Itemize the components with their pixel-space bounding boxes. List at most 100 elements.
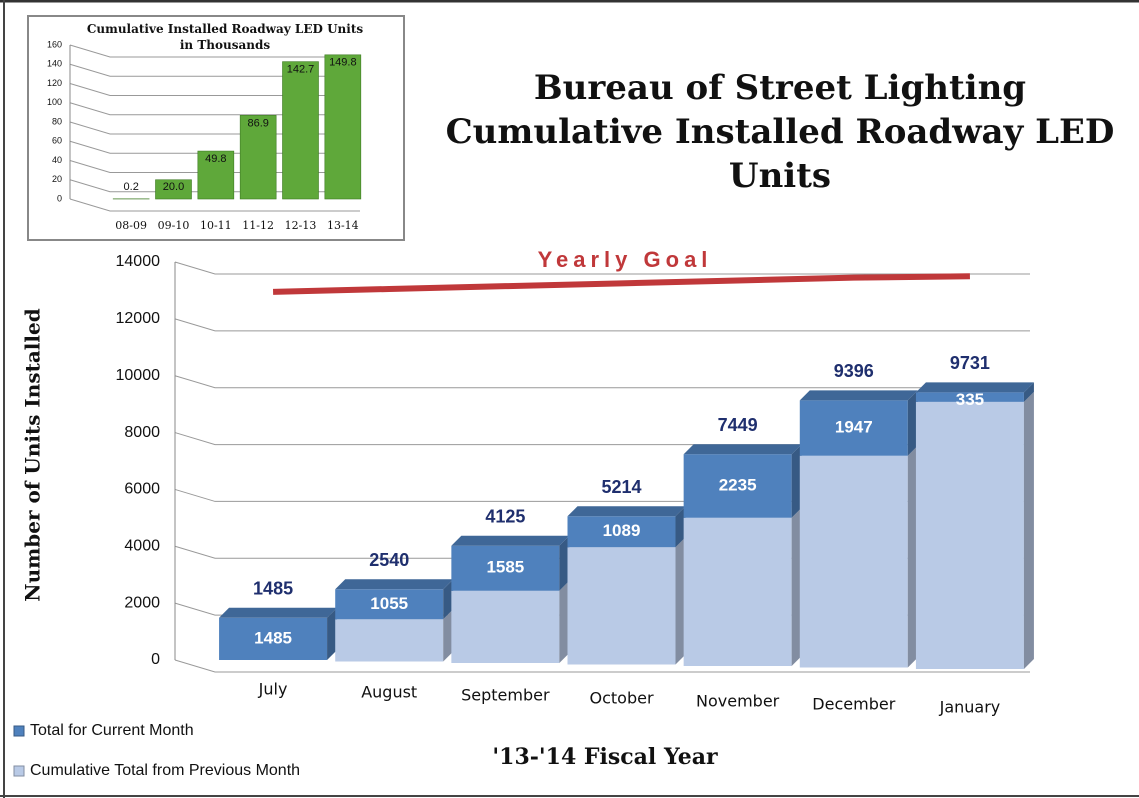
bar-side [791, 507, 802, 666]
x-tick-label: 12-13 [285, 219, 317, 232]
value-label: 0.2 [124, 181, 139, 193]
grid-line [174, 659, 1030, 673]
y-tick-label: 10000 [116, 367, 161, 384]
x-tick-label: August [361, 683, 417, 702]
legend-swatch [13, 765, 25, 777]
x-tick-label: October [589, 689, 653, 708]
y-tick-label: 4000 [124, 538, 160, 555]
total-label: 1485 [253, 579, 293, 599]
x-axis-title: '13-'14 Fiscal Year [492, 744, 718, 770]
bar-side [675, 537, 686, 665]
bar-side [675, 506, 686, 548]
bar-top [451, 535, 570, 546]
grid-line [69, 160, 360, 173]
total-label: 9731 [950, 353, 990, 373]
y-tick-label: 20 [52, 174, 62, 184]
x-tick-label: November [696, 692, 780, 711]
grid-line [69, 44, 360, 58]
total-label: 5214 [601, 477, 641, 497]
inset-title: Cumulative Installed Roadway LED Units in… [87, 22, 364, 52]
value-label: 86.9 [247, 117, 268, 129]
y-tick-label: 100 [47, 97, 62, 107]
segment-label: 1585 [486, 558, 524, 577]
grid-line [69, 179, 360, 193]
bar-top [799, 390, 918, 401]
bar-segment [915, 392, 1024, 402]
value-label: 20.0 [163, 181, 184, 193]
bar-segment [219, 617, 328, 660]
bar-side [443, 579, 454, 620]
y-tick-label: 120 [47, 78, 62, 88]
x-tick-label: 08-09 [115, 219, 147, 232]
main-title: Bureau of Street Lighting Cumulative Ins… [445, 68, 1115, 196]
total-label: 9396 [834, 361, 874, 381]
bar-segment [799, 400, 908, 456]
grid-line [174, 318, 1030, 332]
x-tick-label: 11-12 [242, 219, 274, 232]
total-label: 7449 [718, 415, 758, 435]
y-axis-title: Number of Units Installed [21, 308, 45, 601]
x-tick-label: September [461, 686, 550, 705]
bar-segment [451, 590, 560, 663]
y-tick-label: 80 [52, 116, 62, 126]
bar-side [559, 535, 570, 591]
bar-segment [335, 619, 444, 662]
grid-line [69, 140, 360, 154]
y-tick-label: 140 [47, 59, 62, 69]
bar-top [567, 506, 686, 517]
segment-label: 1947 [835, 418, 873, 437]
segment-label: 1089 [603, 521, 641, 540]
y-tick-label: 2000 [124, 594, 160, 611]
bar-side [559, 580, 570, 663]
bar-top [915, 382, 1034, 393]
bar [282, 61, 319, 200]
y-tick-label: 0 [151, 651, 160, 668]
segment-label: 2235 [719, 475, 757, 494]
y-tick-label: 160 [47, 39, 62, 49]
y-tick-label: 60 [52, 136, 62, 146]
bar-segment [683, 517, 792, 666]
bar-side [1023, 391, 1034, 669]
bar-top [335, 579, 454, 590]
x-tick-label: January [939, 698, 1001, 717]
grid-line [69, 198, 360, 212]
y-tick-label: 14000 [116, 253, 161, 270]
y-tick-label: 8000 [124, 424, 160, 441]
total-label: 4125 [485, 506, 525, 526]
legend-label: Total for Current Month [30, 722, 194, 739]
x-tick-label: December [812, 695, 895, 714]
legend-label: Cumulative Total from Previous Month [30, 762, 300, 779]
grid-line [174, 261, 1030, 275]
bar-top [219, 607, 338, 618]
bar [197, 150, 235, 200]
grid-line [69, 102, 360, 116]
bar-side [791, 444, 802, 518]
y-tick-label: 6000 [124, 481, 160, 498]
value-label: 149.8 [329, 57, 357, 69]
segment-label: 1485 [254, 628, 292, 647]
bar-side [443, 609, 454, 662]
x-tick-label: 09-10 [158, 219, 190, 232]
bar-side [907, 390, 918, 456]
bar-side [327, 607, 338, 660]
segment-label: 335 [956, 390, 984, 409]
x-tick-label: July [258, 680, 288, 699]
value-label: 49.8 [205, 153, 226, 165]
bar [239, 115, 277, 200]
bar-segment [451, 545, 560, 591]
bar-segment [567, 547, 676, 665]
y-tick-label: 0 [57, 193, 62, 203]
bar-segment [799, 455, 908, 668]
value-label: 142.7 [287, 64, 315, 76]
inset-title-line: Cumulative Installed Roadway LED Units [87, 22, 364, 36]
bar-segment [683, 454, 792, 518]
bar-segment [567, 516, 676, 548]
total-label: 2540 [369, 550, 409, 570]
y-tick-label: 12000 [116, 310, 161, 327]
bar-side [907, 445, 918, 668]
grid-line [69, 83, 360, 96]
grid-line [69, 121, 360, 135]
x-tick-label: 10-11 [200, 219, 232, 232]
